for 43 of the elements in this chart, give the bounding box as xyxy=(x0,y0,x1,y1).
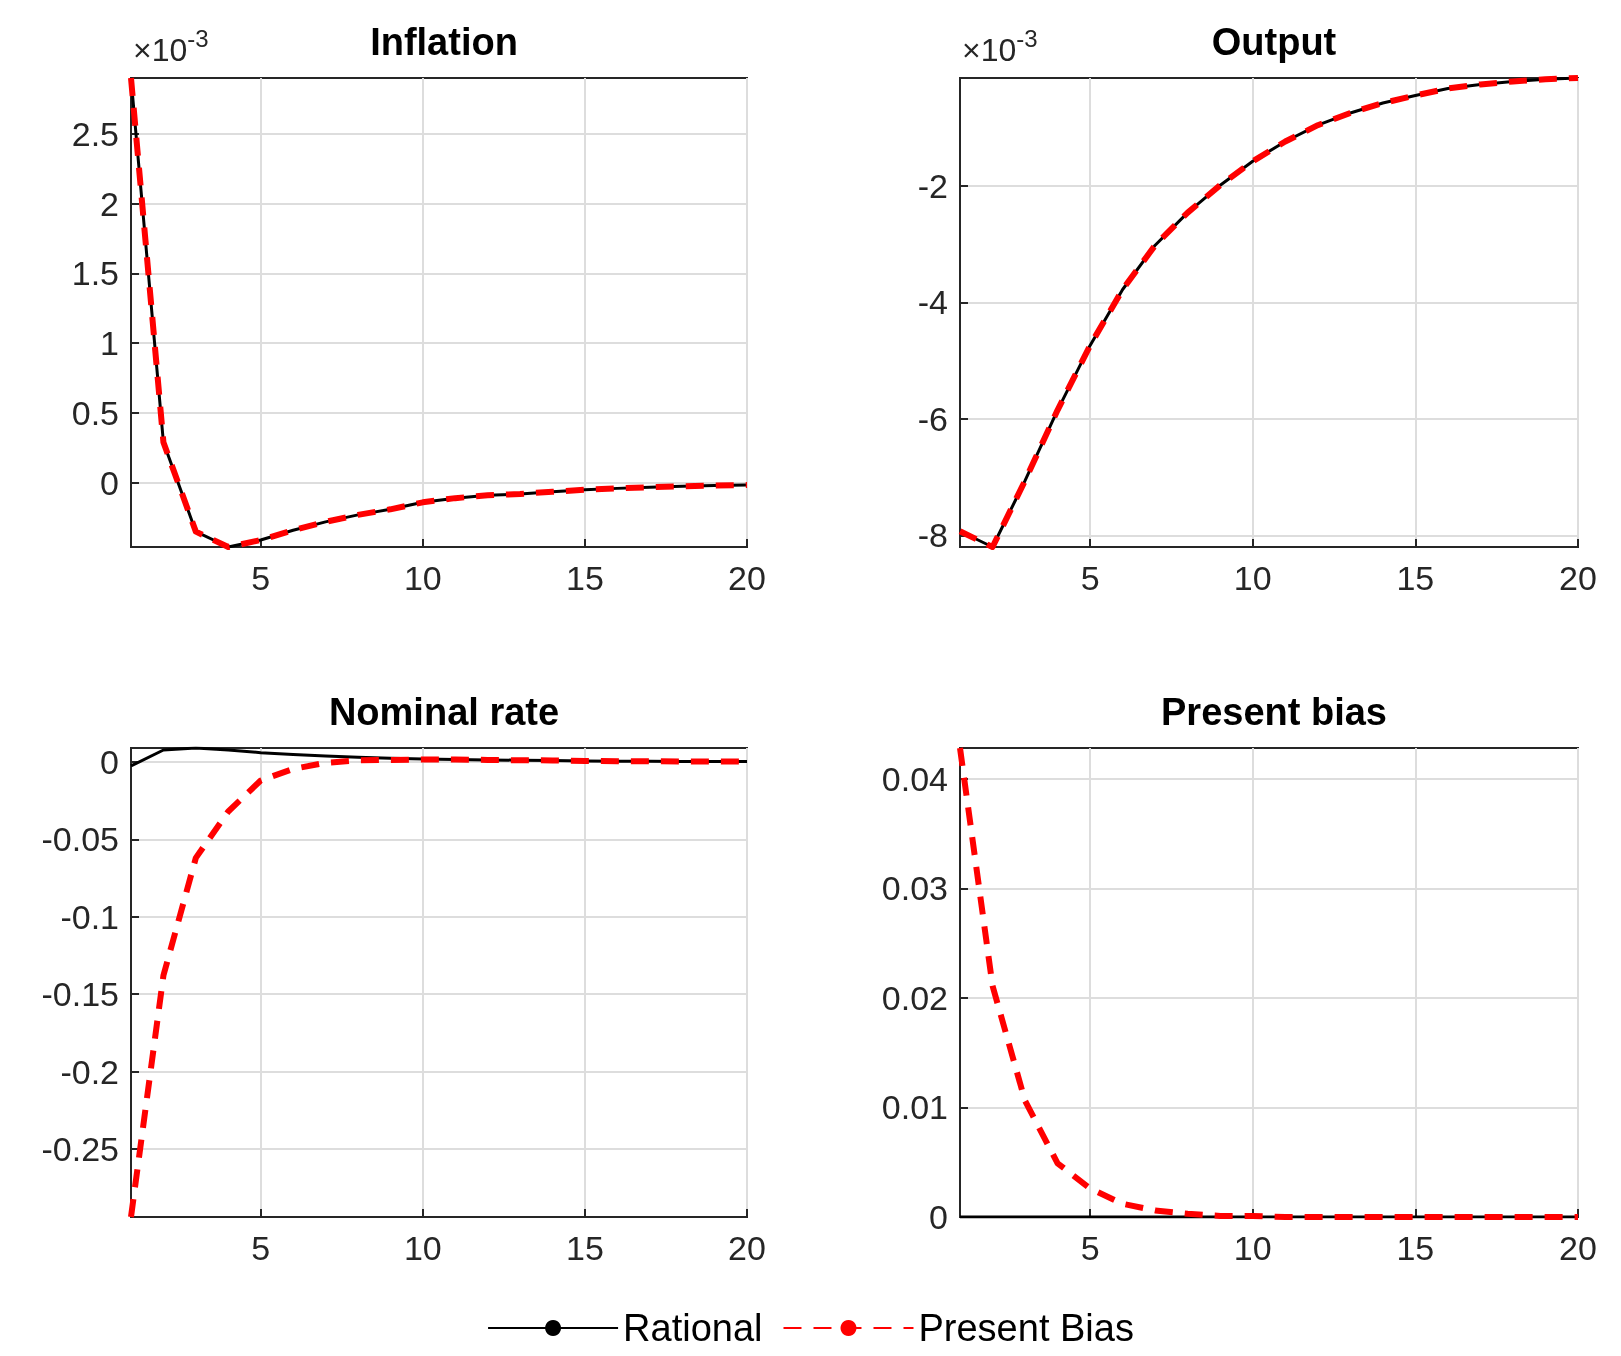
y-tick-label: 2 xyxy=(100,184,119,223)
legend-label: Present Bias xyxy=(918,1307,1134,1349)
x-tick-label: 20 xyxy=(1559,1229,1597,1267)
y-tick-label: 2.5 xyxy=(71,114,119,153)
x-tick-label: 15 xyxy=(1396,1229,1435,1267)
y-tick-label: 1 xyxy=(100,324,119,363)
x-tick-label: 15 xyxy=(565,559,604,597)
x-tick-label: 5 xyxy=(1080,559,1100,597)
y-tick-label: 0.5 xyxy=(71,394,119,432)
chart-title: Output xyxy=(1211,21,1337,63)
x-tick-label: 15 xyxy=(1396,559,1435,597)
y-tick-label: 0.01 xyxy=(881,1088,948,1127)
x-tick-label: 5 xyxy=(251,559,271,597)
chart-title: Present bias xyxy=(1161,691,1387,733)
y-tick-label: 0.04 xyxy=(881,759,948,798)
y-tick-label: -0.25 xyxy=(41,1129,119,1168)
x-tick-label: 20 xyxy=(1559,559,1597,597)
y-tick-label: 1.5 xyxy=(71,254,119,293)
y-tick-label: 0 xyxy=(100,463,119,502)
y-tick-label: -0.15 xyxy=(41,975,119,1014)
y-tick-label: -8 xyxy=(917,516,948,555)
y-tick-label: 0.03 xyxy=(881,869,948,908)
chart-title: Nominal rate xyxy=(328,691,560,733)
x-tick-label: 20 xyxy=(728,559,766,597)
x-tick-label: 5 xyxy=(1080,1229,1100,1267)
y-tick-label: -2 xyxy=(917,166,948,205)
y-tick-label: 0 xyxy=(929,1198,948,1236)
x-tick-label: 15 xyxy=(565,1229,604,1267)
y-tick-label: -4 xyxy=(917,283,948,322)
y-tick-label: -0.2 xyxy=(60,1052,119,1091)
x-tick-label: 10 xyxy=(403,559,442,597)
y-tick-label: 0.02 xyxy=(881,978,948,1017)
y-tick-label: -0.1 xyxy=(60,897,119,936)
x-tick-label: 10 xyxy=(403,1229,442,1267)
y-tick-label: -6 xyxy=(917,399,948,438)
y-tick-label: 0 xyxy=(100,742,119,781)
x-tick-label: 20 xyxy=(728,1229,766,1267)
x-tick-label: 5 xyxy=(251,1229,271,1267)
x-tick-label: 10 xyxy=(1233,559,1272,597)
legend-label: Rational xyxy=(623,1307,763,1349)
chart-title: Inflation xyxy=(370,21,518,63)
y-tick-label: -0.05 xyxy=(41,820,119,859)
x-tick-label: 10 xyxy=(1233,1229,1272,1267)
